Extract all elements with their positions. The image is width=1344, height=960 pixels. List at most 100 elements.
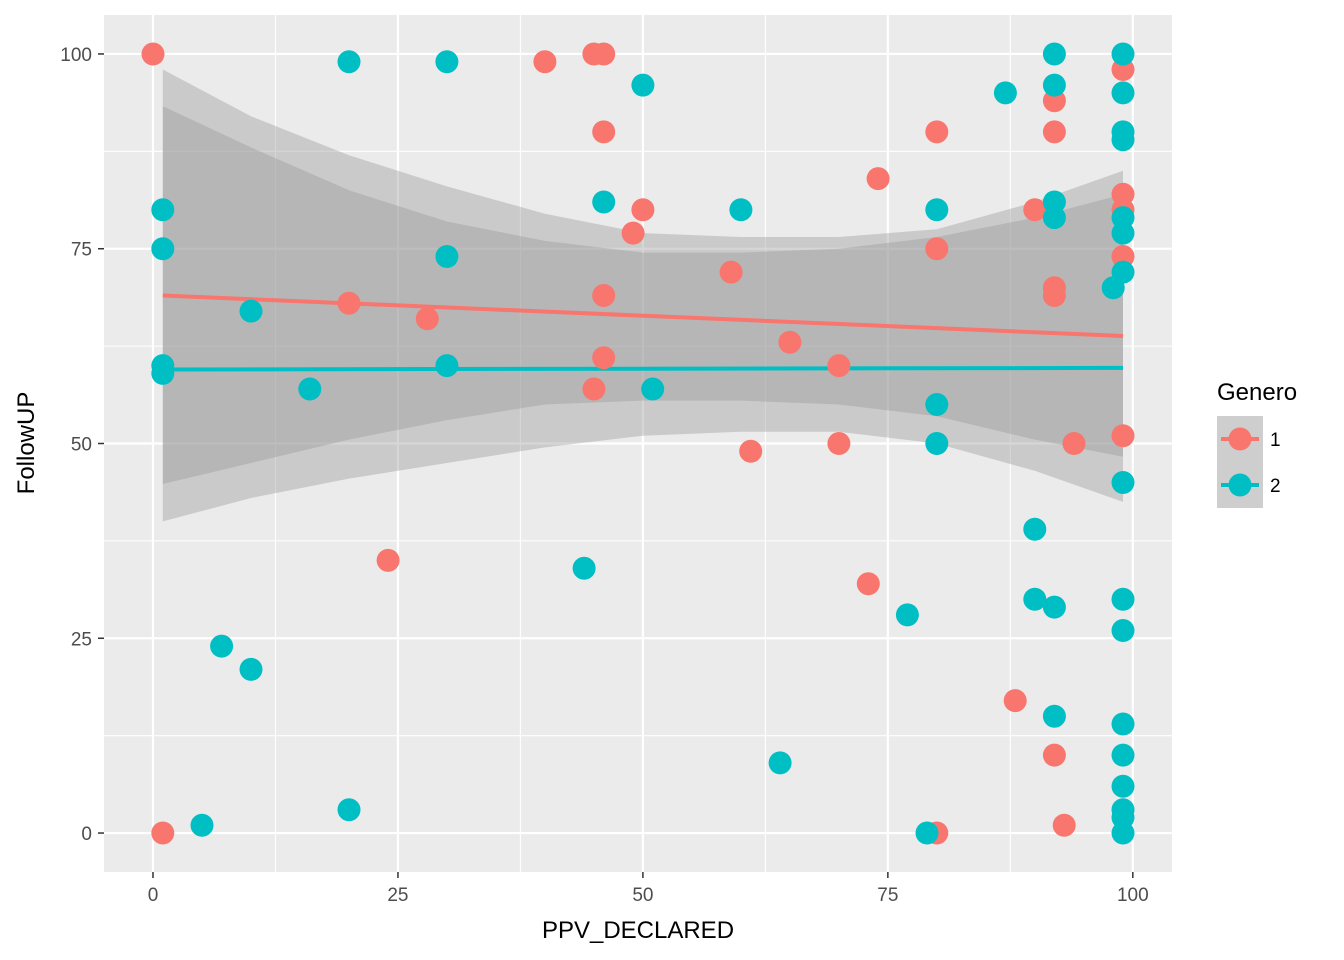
y-tick-label: 50 bbox=[71, 435, 92, 456]
data-point-series-2 bbox=[337, 798, 361, 822]
legend: Genero 12 bbox=[1217, 379, 1297, 508]
data-point-series-2 bbox=[1111, 587, 1135, 611]
data-point-series-2 bbox=[592, 190, 616, 214]
data-point-series-1 bbox=[533, 50, 557, 74]
data-point-series-1 bbox=[592, 42, 616, 66]
data-point-series-2 bbox=[435, 354, 459, 378]
data-point-series-1 bbox=[827, 354, 851, 378]
confidence-bands bbox=[162, 69, 1124, 522]
y-tick-label: 100 bbox=[60, 45, 92, 66]
fit-lines bbox=[162, 293, 1124, 372]
x-tick-label: 100 bbox=[1117, 885, 1149, 906]
data-point-series-2 bbox=[298, 377, 322, 401]
confidence-band-series-2 bbox=[162, 106, 1124, 484]
data-point-series-1 bbox=[592, 284, 616, 307]
data-point-series-2 bbox=[151, 361, 175, 385]
data-point-series-2 bbox=[1111, 260, 1135, 284]
data-point-series-1 bbox=[925, 120, 949, 144]
x-axis-title: PPV_DECLARED bbox=[542, 917, 734, 944]
data-point-series-1 bbox=[141, 42, 165, 66]
data-point-series-1 bbox=[1042, 284, 1066, 307]
legend-label-series-2: 2 bbox=[1270, 476, 1281, 497]
confidence-band-series-1 bbox=[162, 69, 1124, 522]
data-point-series-1 bbox=[866, 167, 890, 191]
data-point-series-2 bbox=[190, 813, 214, 837]
data-point-series-2 bbox=[729, 198, 753, 222]
data-point-series-2 bbox=[239, 657, 263, 681]
data-points bbox=[141, 42, 1135, 845]
data-point-series-1 bbox=[1023, 198, 1047, 222]
data-point-series-2 bbox=[631, 73, 655, 97]
fit-line-series-2 bbox=[162, 365, 1124, 372]
data-point-series-1 bbox=[778, 330, 802, 354]
data-point-series-2 bbox=[1023, 587, 1047, 611]
data-point-series-1 bbox=[621, 221, 645, 245]
y-tick-label: 25 bbox=[71, 629, 92, 650]
data-point-series-1 bbox=[582, 377, 606, 401]
data-point-series-2 bbox=[337, 50, 361, 74]
data-point-series-2 bbox=[1111, 774, 1135, 798]
data-point-series-2 bbox=[895, 603, 919, 627]
data-point-series-1 bbox=[1062, 432, 1086, 455]
data-point-series-2 bbox=[768, 751, 792, 775]
data-point-series-1 bbox=[1111, 424, 1135, 448]
data-point-series-2 bbox=[435, 50, 459, 74]
data-point-series-2 bbox=[925, 198, 949, 222]
data-point-series-2 bbox=[1111, 81, 1135, 105]
data-point-series-2 bbox=[925, 393, 949, 416]
legend-title: Genero bbox=[1217, 379, 1297, 406]
data-point-series-1 bbox=[1003, 689, 1027, 713]
data-point-series-1 bbox=[376, 548, 400, 572]
data-point-series-1 bbox=[719, 260, 743, 284]
x-tick-label: 75 bbox=[877, 885, 898, 906]
data-point-series-2 bbox=[1111, 821, 1135, 845]
data-point-series-2 bbox=[1042, 73, 1066, 97]
data-point-series-2 bbox=[915, 821, 939, 845]
x-tick-label: 50 bbox=[632, 885, 653, 906]
data-point-series-1 bbox=[337, 291, 361, 315]
data-point-series-2 bbox=[641, 377, 665, 401]
data-point-series-2 bbox=[993, 81, 1017, 105]
data-point-series-2 bbox=[1111, 619, 1135, 642]
data-point-series-2 bbox=[1111, 42, 1135, 66]
data-point-series-2 bbox=[1111, 712, 1135, 736]
data-point-series-1 bbox=[151, 821, 175, 845]
data-point-series-2 bbox=[1042, 206, 1066, 230]
grid-lines bbox=[104, 15, 1172, 872]
x-tick-label: 25 bbox=[387, 885, 408, 906]
legend-key-point bbox=[1228, 427, 1252, 451]
data-point-series-1 bbox=[1042, 743, 1066, 767]
data-point-series-2 bbox=[1042, 42, 1066, 66]
data-point-series-1 bbox=[631, 198, 655, 222]
data-point-series-2 bbox=[1111, 743, 1135, 767]
data-point-series-2 bbox=[1042, 704, 1066, 728]
y-tick-label: 75 bbox=[71, 240, 92, 261]
data-point-series-2 bbox=[210, 634, 234, 658]
data-point-series-2 bbox=[925, 432, 949, 455]
data-point-series-2 bbox=[151, 198, 175, 222]
data-point-series-1 bbox=[827, 432, 851, 455]
data-point-series-2 bbox=[572, 556, 596, 580]
legend-keys: 12 bbox=[1217, 416, 1281, 508]
data-point-series-1 bbox=[856, 572, 880, 596]
data-point-series-1 bbox=[415, 307, 439, 331]
data-point-series-2 bbox=[1023, 517, 1047, 541]
legend-label-series-1: 1 bbox=[1270, 430, 1281, 451]
fit-line-series-1 bbox=[162, 293, 1124, 338]
data-point-series-1 bbox=[592, 346, 616, 370]
data-point-series-2 bbox=[239, 299, 263, 323]
data-point-series-2 bbox=[1111, 471, 1135, 494]
data-point-series-2 bbox=[1111, 221, 1135, 245]
data-point-series-2 bbox=[1042, 595, 1066, 619]
x-tick-label: 0 bbox=[148, 885, 159, 906]
legend-key-point bbox=[1228, 473, 1252, 497]
data-point-series-2 bbox=[435, 245, 459, 268]
y-tick-label: 0 bbox=[81, 824, 92, 845]
data-point-series-1 bbox=[925, 237, 949, 261]
data-point-series-2 bbox=[151, 237, 175, 261]
data-point-series-1 bbox=[1052, 813, 1076, 837]
data-point-series-1 bbox=[739, 439, 763, 463]
data-point-series-1 bbox=[592, 120, 616, 144]
axes: 0 25 50 75 100 0 25 50 75 100 bbox=[60, 45, 1148, 906]
data-point-series-2 bbox=[1111, 128, 1135, 152]
